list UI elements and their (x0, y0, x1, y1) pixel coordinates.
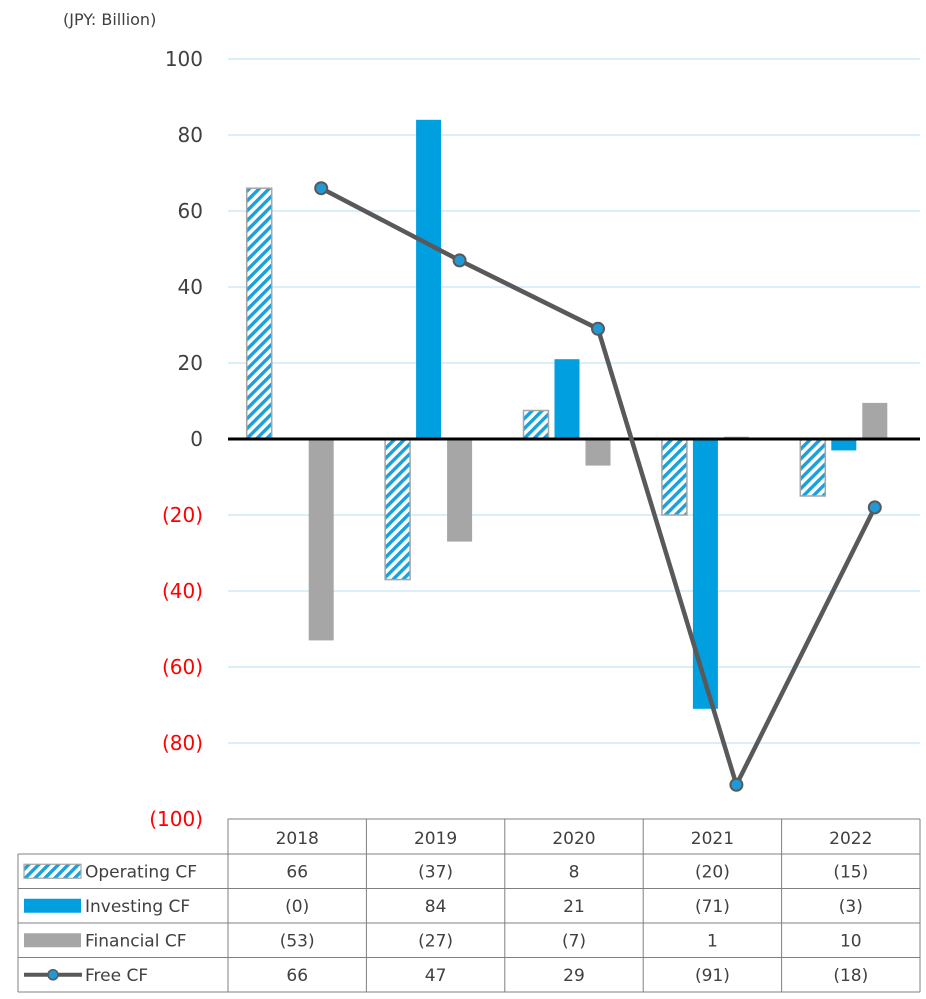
y-tick-label: (80) (162, 731, 203, 755)
legend-key-free-cf-marker (47, 969, 59, 981)
table-header-2022: 2022 (829, 829, 872, 849)
table-cell-free-cf-2022: (18) (833, 966, 868, 986)
free-cf-marker-2020 (591, 321, 605, 336)
free-cf-line (314, 181, 882, 792)
table-cell-investing-cf-2019: 84 (425, 897, 447, 917)
bar-operating-cf-2019 (384, 438, 411, 581)
y-tick-label: 0 (190, 427, 203, 451)
free-cf-marker-2021 (729, 777, 744, 792)
unit-label: (JPY: Billion) (63, 10, 156, 29)
table-cell-financial-cf-2018: (53) (280, 931, 315, 951)
data-table: 2018 2019 2020 2021 2022 Operating CF 66 (37) 8 (… (17, 818, 921, 993)
table-header-2020: 2020 (552, 829, 595, 849)
bars (245, 119, 888, 709)
y-tick-label: (20) (162, 503, 203, 527)
bar-financial-cf-2022 (862, 402, 888, 439)
free-cf-marker-2022 (867, 500, 882, 515)
table-cell-free-cf-2021: (91) (695, 966, 730, 986)
table-cell-operating-cf-2021: (20) (695, 862, 730, 882)
free-cf-marker-2019 (452, 253, 467, 268)
table-cell-investing-cf-2020: 21 (563, 897, 585, 917)
table-header-2021: 2021 (691, 829, 734, 849)
legend-key-financial-cf (24, 933, 81, 948)
table-cell-financial-cf-2022: 10 (840, 931, 862, 951)
table-cell-investing-cf-2022: (3) (839, 897, 863, 917)
bar-financial-cf-2019 (447, 439, 473, 542)
y-tick-label: 40 (178, 275, 203, 299)
bar-operating-cf-2022 (799, 438, 827, 497)
table-cell-operating-cf-2019: (37) (418, 862, 453, 882)
legend-label-free-cf: Free CF (85, 966, 148, 986)
bar-financial-cf-2020 (585, 439, 611, 466)
table-cell-investing-cf-2021: (71) (695, 897, 730, 917)
legend-key-operating-cf (23, 863, 82, 879)
y-tick-label: (60) (162, 655, 203, 679)
table-header-2018: 2018 (276, 829, 319, 849)
legend-label-financial-cf: Financial CF (85, 931, 187, 951)
y-tick-label: 20 (178, 351, 203, 375)
table-cell-financial-cf-2021: 1 (707, 931, 718, 951)
table-cell-investing-cf-2018: (0) (285, 897, 309, 917)
table-cell-operating-cf-2020: 8 (569, 862, 580, 882)
table-header-2019: 2019 (414, 829, 457, 849)
bar-operating-cf-2018 (245, 187, 273, 440)
table-cell-operating-cf-2022: (15) (833, 862, 868, 882)
bar-investing-cf-2019 (416, 119, 442, 440)
bar-operating-cf-2020 (522, 409, 550, 440)
table-cell-free-cf-2018: 66 (286, 966, 308, 986)
bar-investing-cf-2022 (831, 439, 857, 451)
table-cell-operating-cf-2018: 66 (286, 862, 308, 882)
table-cell-financial-cf-2020: (7) (562, 931, 586, 951)
table-cell-free-cf-2020: 29 (563, 966, 585, 986)
y-axis-tick-labels: 100 80 60 40 20 0 (20) (40) (60) (80) (100) (149, 47, 203, 831)
y-tick-label: 60 (178, 199, 203, 223)
table-cell-financial-cf-2019: (27) (418, 931, 453, 951)
y-tick-label: 80 (178, 123, 203, 147)
legend-label-operating-cf: Operating CF (85, 862, 197, 882)
bar-financial-cf-2018 (308, 439, 334, 641)
bar-investing-cf-2020 (554, 359, 580, 439)
y-tick-label: (40) (162, 579, 203, 603)
y-tick-label: 100 (165, 47, 203, 71)
bar-investing-cf-2021 (692, 439, 718, 709)
legend-label-investing-cf: Investing CF (85, 897, 190, 917)
bar-operating-cf-2021 (661, 438, 688, 516)
free-cf-marker-2018 (314, 181, 329, 196)
legend-key-investing-cf (24, 898, 81, 913)
y-tick-label: (100) (149, 807, 203, 831)
table-cell-free-cf-2019: 47 (425, 966, 447, 986)
